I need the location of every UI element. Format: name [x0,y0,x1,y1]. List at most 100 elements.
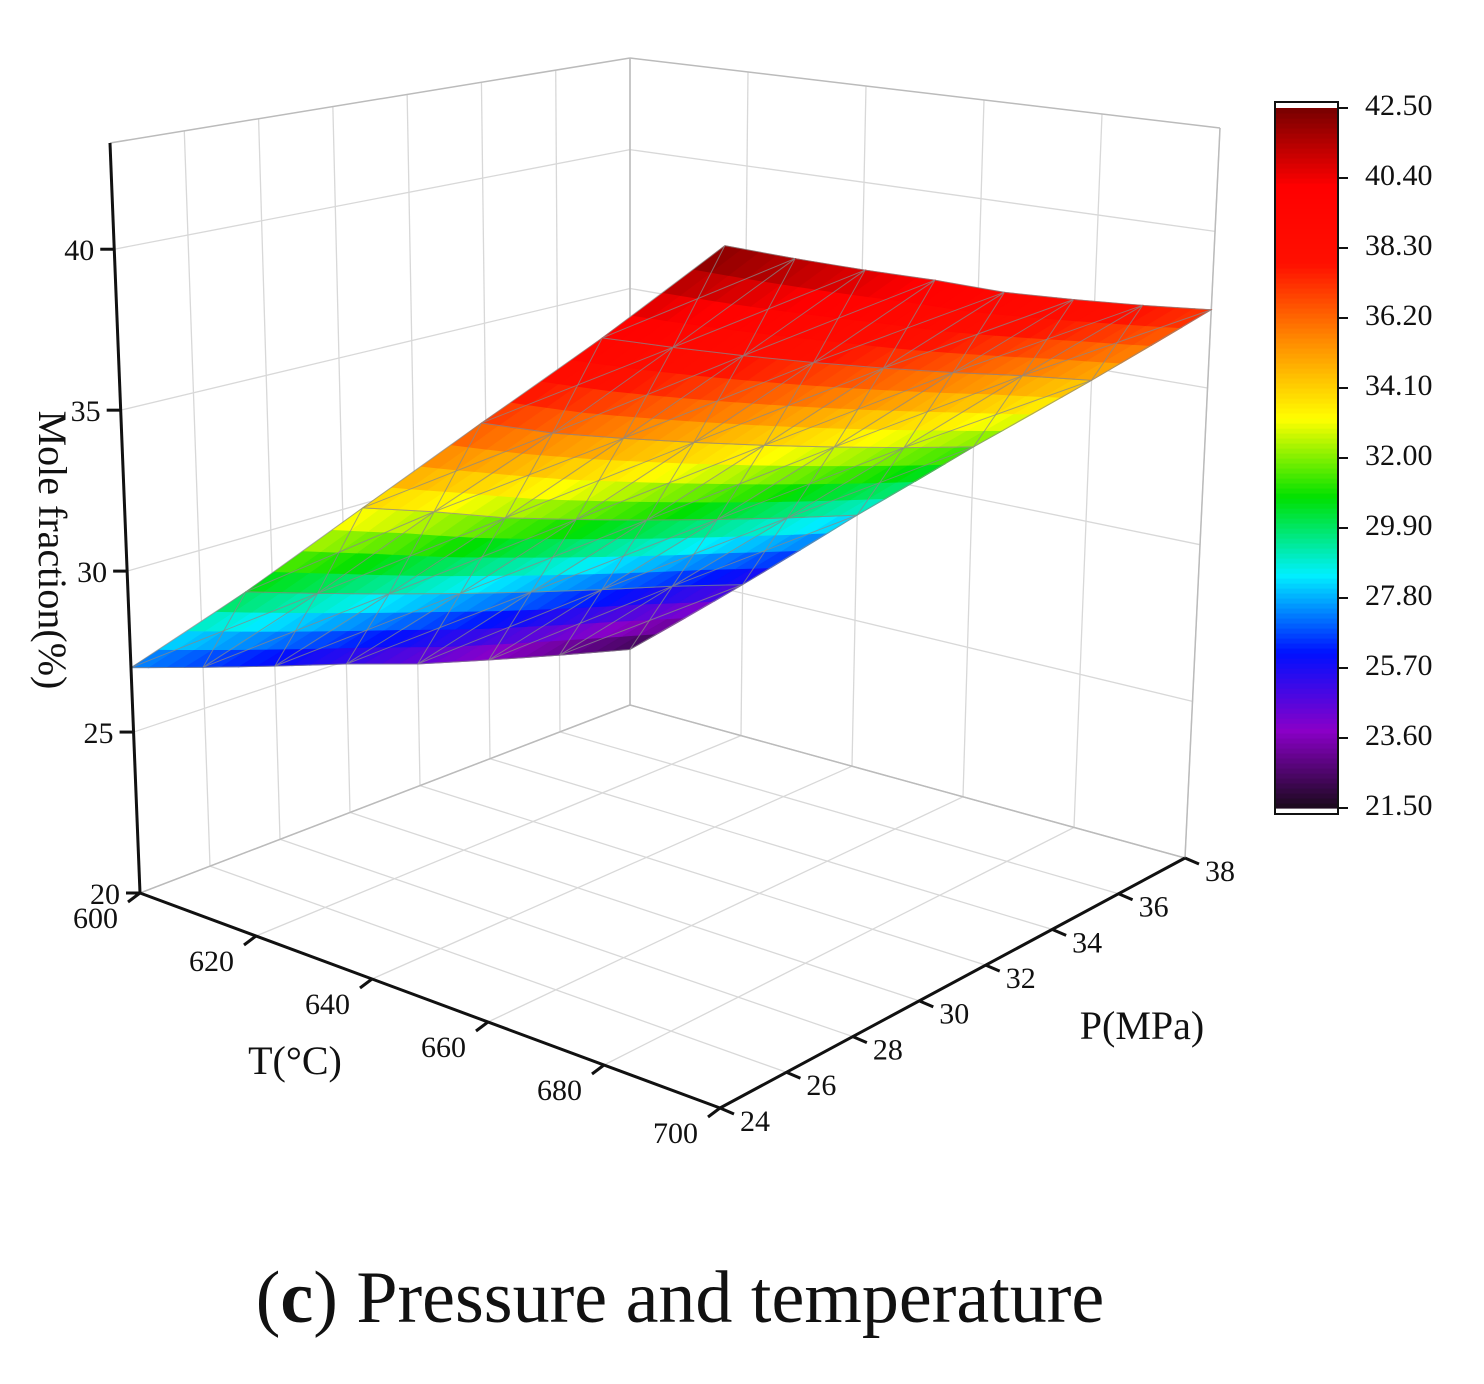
colorbar-segment [1275,498,1338,504]
colorbar-segment [1275,283,1338,289]
grid-line [120,287,631,411]
z-tick-label: 20 [90,878,120,911]
mesh-line [693,362,814,443]
mesh-line [973,379,1092,448]
mesh-line [952,304,1143,373]
colorbar-segment [1275,418,1338,424]
grid-line [255,734,742,937]
x-tick [475,1020,489,1033]
grid-line [183,130,211,867]
mesh-line [505,517,577,520]
y-tick [918,999,934,1009]
y-tick [1184,856,1200,866]
colorbar-segment [1275,348,1338,354]
colorbar-segment [1275,558,1338,564]
mesh-line [530,519,577,593]
mesh-line [883,279,936,369]
colorbar-segment [1275,433,1338,439]
colorbar-tick-label: 38.30 [1365,229,1433,262]
x-tick-label: 680 [537,1074,582,1107]
colorbar-segment [1275,683,1338,689]
mesh-line [504,432,554,519]
colorbar-segment [1275,588,1338,594]
mesh-line [693,441,765,446]
mesh-line [742,517,788,585]
mesh-line [717,517,788,520]
mesh-line [1091,305,1143,381]
colorbar-segment [1275,643,1338,649]
colorbar-segment [1275,163,1338,169]
colorbar-tick-label: 42.50 [1365,89,1433,122]
mesh-line [953,372,1023,377]
mesh-line [274,593,319,667]
mesh-line [388,517,506,595]
colorbar-segment [1275,783,1338,789]
y-tick-label: 34 [1072,926,1102,959]
mesh-line [813,279,936,363]
colorbar-segment [1275,553,1338,559]
colorbar-segment [1275,713,1338,719]
mesh-line [203,665,275,668]
x-tick [707,1106,721,1119]
mesh-line [559,584,743,656]
colorbar-segment [1275,158,1338,164]
caption-part: c [280,1257,313,1339]
mesh-line [245,591,318,594]
x-axis-title: T(°C) [248,1038,342,1083]
mesh-line [834,375,1023,448]
mesh-line [552,337,603,434]
colorbar-segment [1275,368,1338,374]
grid-line [209,865,787,1073]
grid-line [1073,113,1103,828]
colorbar-segment [1275,593,1338,599]
colorbar-segment [1275,143,1338,149]
colorbar-segment [1275,703,1338,709]
colorbar-segment [1275,288,1338,294]
colorbar-segment [1275,223,1338,229]
y-tick-label: 24 [740,1105,770,1138]
colorbar-segment [1275,198,1338,204]
colorbar-segment [1275,793,1338,799]
colorbar-segment [1275,788,1338,794]
mesh-line [1142,304,1212,311]
colorbar-segment [1275,473,1338,479]
colorbar-segment [1275,653,1338,659]
mesh-line [646,442,695,521]
colorbar-segment [1275,508,1338,514]
mesh-line [743,355,814,364]
mesh-line [317,511,435,594]
mesh-line [505,437,624,519]
mesh-line [1091,309,1212,381]
colorbar-segment [1275,673,1338,679]
mesh-line [433,422,482,512]
colorbar-segment [1275,343,1338,349]
colorbar-segment [1275,308,1338,314]
mesh-line [317,507,364,594]
mesh-line [601,519,648,590]
mesh-line [743,269,866,357]
colorbar-segment [1275,493,1338,499]
colorbar-segment [1275,398,1338,404]
y-tick-label: 30 [939,998,969,1031]
x-tick-label: 640 [305,988,350,1021]
y-axis-title: P(MPa) [1080,1003,1204,1048]
mesh-line [763,367,884,446]
z-axis-line [108,142,142,894]
colorbar-segment [1275,108,1338,114]
mesh-line [245,507,363,593]
y-tick-label: 28 [873,1033,903,1066]
colorbar-tick-label: 25.70 [1365,649,1433,682]
z-tick-label: 30 [77,556,107,589]
mesh-line [834,372,954,448]
caption: (c) Pressure and temperature [256,1257,1105,1339]
mesh-line [530,519,648,593]
colorbar-segment [1275,298,1338,304]
mesh-line [552,355,744,434]
colorbar-segment [1275,188,1338,194]
colorbar-segment [1275,598,1338,604]
mesh-line [602,245,726,339]
colorbar-segment [1275,118,1338,124]
mesh-line [1022,375,1092,381]
colorbar-tick-label: 34.10 [1365,369,1433,402]
